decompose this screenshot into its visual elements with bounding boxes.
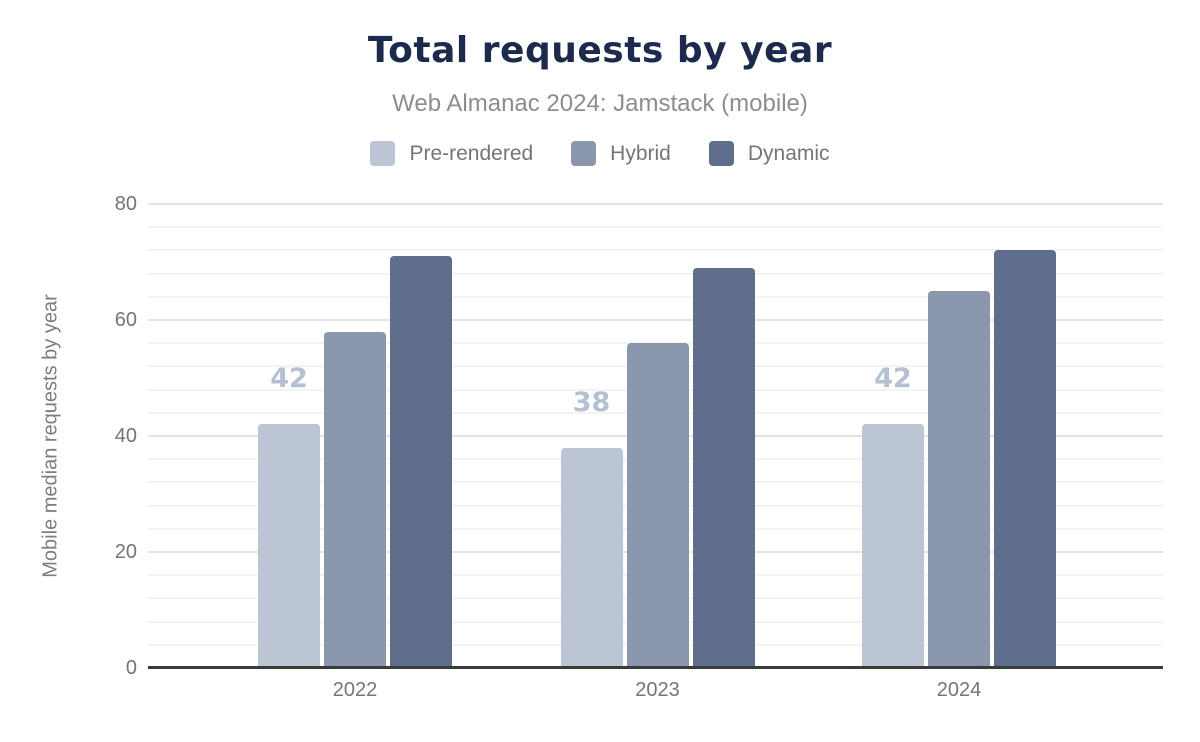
- legend-item-hybrid: Hybrid: [571, 141, 671, 166]
- bar-hybrid-2024: [927, 291, 990, 668]
- major-gridline: [148, 203, 1163, 205]
- x-tick-label-2023: 2023: [635, 679, 680, 701]
- legend: Pre-rendered Hybrid Dynamic: [0, 141, 1200, 166]
- chart-subtitle: Web Almanac 2024: Jamstack (mobile): [392, 90, 808, 117]
- chart-title: Total requests by year: [367, 30, 833, 71]
- y-tick-label: 60: [114, 309, 137, 331]
- bar-hybrid-2022: [324, 331, 387, 668]
- minor-gridline: [148, 272, 1163, 275]
- legend-swatch: [571, 141, 597, 166]
- x-axis-line: [148, 666, 1163, 669]
- legend-label: Pre-rendered: [409, 141, 534, 165]
- bar-pre-rendered-2024: 42: [861, 365, 924, 668]
- legend-label: Hybrid: [610, 141, 671, 165]
- x-tick-label-2024: 2024: [936, 679, 982, 701]
- y-tick-label: 80: [114, 193, 137, 215]
- bar-value-label: 42: [270, 363, 308, 395]
- legend-label: Dynamic: [747, 141, 830, 165]
- bar-value-label: 38: [572, 386, 611, 418]
- minor-gridline: [148, 249, 1163, 252]
- bar-dynamic-2024: [993, 250, 1056, 668]
- y-tick-label: 0: [125, 657, 137, 679]
- y-tick-label: 40: [114, 425, 137, 447]
- bar-dynamic-2023: [692, 267, 755, 668]
- y-tick-label: 20: [114, 541, 137, 563]
- bar-group-2022: 42: [258, 256, 453, 668]
- major-gridline: [148, 319, 1163, 321]
- legend-item-dynamic: Dynamic: [708, 141, 830, 166]
- bar-value-label: 42: [874, 363, 912, 395]
- bar-group-2024: 42: [861, 250, 1056, 668]
- bar-dynamic-2022: [390, 256, 453, 668]
- legend-swatch: [370, 141, 396, 166]
- plot-area: 42 38 42: [148, 203, 1163, 669]
- minor-gridline: [148, 226, 1163, 229]
- bar-group-2023: 38: [560, 267, 755, 668]
- minor-gridline: [148, 295, 1163, 298]
- bar-pre-rendered-2022: 42: [258, 365, 321, 668]
- bar-hybrid-2023: [626, 343, 689, 668]
- legend-item-pre-rendered: Pre-rendered: [370, 141, 533, 166]
- bar-pre-rendered-2023: 38: [560, 389, 623, 668]
- x-tick-label-2022: 2022: [332, 679, 378, 701]
- legend-swatch: [708, 141, 734, 166]
